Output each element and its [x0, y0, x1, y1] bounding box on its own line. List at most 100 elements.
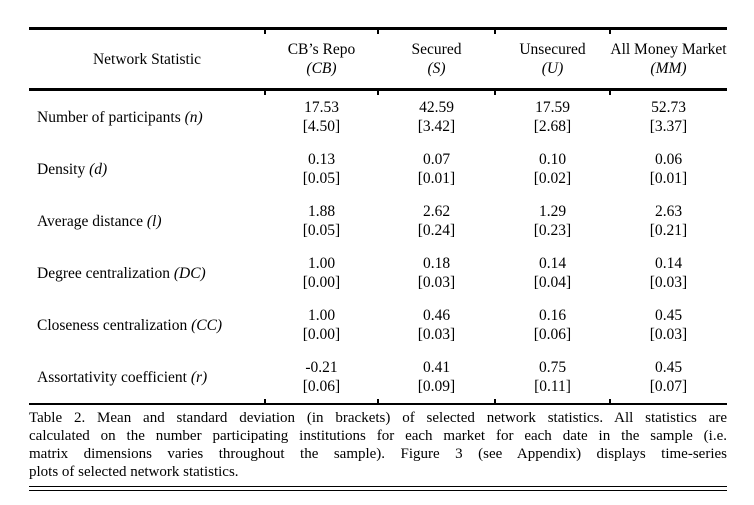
- table-cell: 0.13 [0.05]: [265, 143, 378, 195]
- network-statistics-table: Network Statistic CB’s Repo (CB) Secured…: [29, 27, 727, 405]
- table-cell: 1.00 [0.00]: [265, 247, 378, 299]
- cell-sd: [0.03]: [649, 274, 688, 291]
- column-label: Unsecured: [519, 41, 586, 58]
- cell-mean: 42.59: [419, 99, 454, 116]
- table-cell: 0.14 [0.04]: [495, 247, 610, 299]
- cell-sd: [0.03]: [417, 326, 456, 343]
- row-label: Closeness centralization (CC): [29, 299, 265, 351]
- row-label-text: Density: [37, 160, 86, 178]
- cell-sd: [0.00]: [302, 326, 341, 343]
- cell-sd: [0.05]: [302, 222, 341, 239]
- column-tick: [494, 91, 496, 95]
- table-row-average-distance: Average distance (l) 1.88 [0.05] 2.62 [0.2…: [29, 195, 727, 247]
- cell-mean: 0.45: [654, 359, 683, 376]
- table-cell: 2.63 [0.21]: [610, 195, 727, 247]
- cell-mean: 0.75: [538, 359, 567, 376]
- table-cell: 17.53 [4.50]: [265, 90, 378, 144]
- column-tick: [377, 91, 379, 95]
- column-tick: [264, 30, 266, 34]
- table-cell: 0.41 [0.09]: [378, 351, 495, 404]
- cell-sd: [0.11]: [534, 378, 571, 395]
- bottom-double-rule: [29, 486, 727, 491]
- table-cell: 17.59 [2.68]: [495, 90, 610, 144]
- column-tick: [494, 30, 496, 34]
- cell-sd: [0.06]: [533, 326, 572, 343]
- column-header-network-statistic: Network Statistic: [29, 28, 265, 91]
- cell-mean: 1.29: [538, 203, 567, 220]
- table-header: Network Statistic CB’s Repo (CB) Secured…: [29, 28, 727, 91]
- cell-mean: 0.18: [422, 255, 451, 272]
- column-tick: [494, 399, 496, 403]
- cell-sd: [0.03]: [649, 326, 688, 343]
- table-cell: 1.00 [0.00]: [265, 299, 378, 351]
- cell-mean: 0.46: [422, 307, 451, 324]
- cell-sd: [0.23]: [533, 222, 572, 239]
- cell-sd: [0.00]: [302, 274, 341, 291]
- column-tick: [609, 399, 611, 403]
- table-caption: Table 2. Mean and standard deviation (in…: [29, 409, 727, 481]
- table-cell: 0.46 [0.03]: [378, 299, 495, 351]
- row-label-text: Average distance: [37, 212, 144, 230]
- cell-sd: [2.68]: [533, 118, 572, 135]
- cell-mean: 17.59: [535, 99, 570, 116]
- cell-mean: 1.00: [307, 307, 336, 324]
- table-body: Number of participants (n) 17.53 [4.50] 4…: [29, 90, 727, 404]
- column-label: All Money Market: [610, 41, 727, 58]
- row-label: Assortativity coefficient (r): [29, 351, 265, 404]
- table-cell: -0.21 [0.06]: [265, 351, 378, 404]
- column-header-cbs-repo: CB’s Repo (CB): [265, 28, 378, 91]
- caption-line: matrix dimensions varies throughout the …: [29, 446, 727, 462]
- cell-sd: [4.50]: [302, 118, 341, 135]
- table-cell: 0.10 [0.02]: [495, 143, 610, 195]
- cell-mean: 0.13: [307, 151, 336, 168]
- column-label: Network Statistic: [92, 50, 202, 68]
- cell-mean: 0.14: [538, 255, 567, 272]
- table-cell: 0.45 [0.07]: [610, 351, 727, 404]
- row-label-text: Number of participants: [37, 108, 181, 126]
- cell-mean: 2.62: [422, 203, 451, 220]
- caption-line: plots of selected network statistics.: [29, 464, 239, 480]
- row-label: Density (d): [29, 143, 265, 195]
- column-symbol: (U): [541, 60, 564, 77]
- table-cell: 2.62 [0.24]: [378, 195, 495, 247]
- cell-sd: [0.03]: [417, 274, 456, 291]
- cell-sd: [0.01]: [649, 170, 688, 187]
- cell-mean: 1.88: [307, 203, 336, 220]
- column-label: CB’s Repo: [287, 41, 356, 58]
- cell-sd: [0.06]: [302, 378, 341, 395]
- row-label-text: Assortativity coefficient: [37, 368, 187, 386]
- column-symbol: (S): [427, 60, 446, 77]
- cell-mean: 2.63: [654, 203, 683, 220]
- column-tick: [609, 30, 611, 34]
- caption-line: calculated on the number participating i…: [29, 428, 727, 444]
- table-cell: 1.88 [0.05]: [265, 195, 378, 247]
- cell-mean: 0.10: [538, 151, 567, 168]
- table-row-participants: Number of participants (n) 17.53 [4.50] 4…: [29, 90, 727, 144]
- table-cell: 0.07 [0.01]: [378, 143, 495, 195]
- table-cell: 0.16 [0.06]: [495, 299, 610, 351]
- column-tick: [377, 399, 379, 403]
- cell-sd: [0.01]: [417, 170, 456, 187]
- column-label: Secured: [411, 41, 462, 58]
- row-label: Number of participants (n): [29, 90, 265, 144]
- cell-mean: 0.06: [654, 151, 683, 168]
- cell-sd: [3.37]: [649, 118, 688, 135]
- column-tick: [264, 91, 266, 95]
- row-label: Degree centralization (DC): [29, 247, 265, 299]
- row-symbol: (d): [89, 160, 108, 178]
- cell-mean: -0.21: [305, 359, 338, 376]
- column-symbol: (MM): [650, 60, 687, 77]
- table-cell: 0.14 [0.03]: [610, 247, 727, 299]
- cell-sd: [3.42]: [417, 118, 456, 135]
- row-symbol: (l): [146, 212, 162, 230]
- table-cell: 42.59 [3.42]: [378, 90, 495, 144]
- cell-sd: [0.02]: [533, 170, 572, 187]
- cell-sd: [0.07]: [649, 378, 688, 395]
- cell-sd: [0.09]: [417, 378, 456, 395]
- column-symbol: (CB): [306, 60, 337, 77]
- cell-mean: 0.14: [654, 255, 683, 272]
- table-row-assortativity: Assortativity coefficient (r) -0.21 [0.06…: [29, 351, 727, 404]
- column-tick: [264, 399, 266, 403]
- row-symbol: (DC): [173, 264, 206, 282]
